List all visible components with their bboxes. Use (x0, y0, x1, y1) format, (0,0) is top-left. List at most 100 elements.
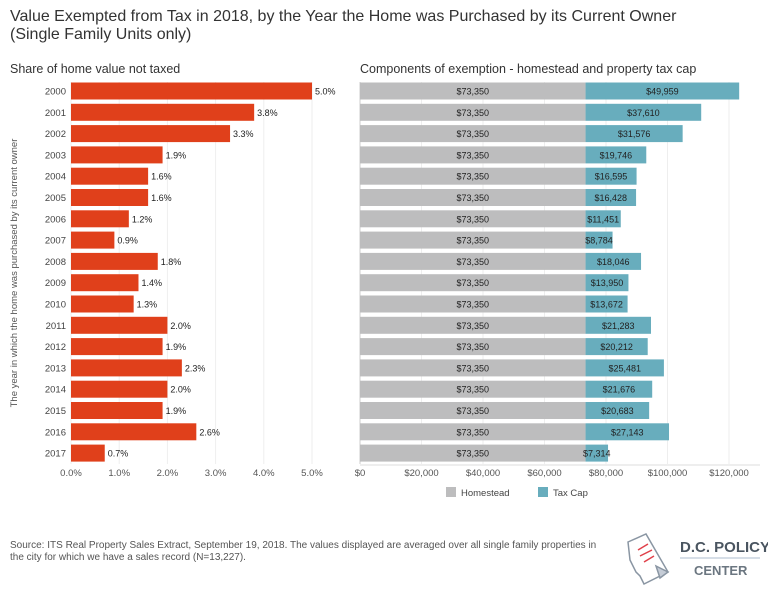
share-data-label: 2.0% (170, 385, 191, 395)
share-bar (71, 189, 149, 206)
taxcap-data-label: $13,672 (590, 300, 623, 310)
title-line-1: Value Exempted from Tax in 2018, by the … (10, 8, 677, 25)
taxcap-data-label: $8,784 (585, 236, 613, 246)
logo-line-2: CENTER (694, 563, 748, 578)
y-tick-label: 2013 (45, 363, 66, 374)
share-data-label: 5.0% (315, 87, 336, 97)
share-bar (71, 423, 197, 441)
share-bar (71, 338, 163, 356)
share-data-label: 1.3% (137, 300, 158, 310)
taxcap-bar (585, 402, 650, 419)
y-tick-label: 2005 (45, 193, 66, 204)
share-bar (71, 167, 149, 185)
homestead-data-label: $73,350 (457, 129, 490, 139)
taxcap-bar (585, 423, 670, 441)
taxcap-data-label: $31,576 (618, 129, 651, 139)
x-tick-label: 2.0% (157, 468, 179, 479)
share-bar (71, 252, 158, 270)
share-bar (71, 274, 139, 292)
taxcap-bar (585, 231, 613, 249)
taxcap-data-label: $25,481 (608, 363, 641, 373)
homestead-bar (360, 146, 586, 164)
homestead-bar (360, 338, 586, 356)
share-bar (71, 402, 163, 419)
homestead-bar (360, 402, 586, 419)
right-chart-title: Components of exemption - homestead and … (360, 62, 697, 76)
x-tick-label: $120,000 (709, 468, 749, 479)
homestead-bar (360, 125, 586, 143)
homestead-data-label: $73,350 (457, 108, 490, 118)
y-tick-label: 2008 (45, 257, 66, 268)
x-tick-label: 4.0% (253, 468, 275, 479)
homestead-data-label: $73,350 (457, 449, 490, 459)
y-tick-label: 2016 (45, 427, 66, 438)
share-data-label: 1.2% (132, 214, 153, 224)
taxcap-bar (585, 125, 683, 143)
share-bar (71, 103, 255, 121)
homestead-data-label: $73,350 (457, 385, 490, 395)
homestead-data-label: $73,350 (457, 236, 490, 246)
homestead-data-label: $73,350 (457, 342, 490, 352)
taxcap-data-label: $37,610 (627, 108, 660, 118)
homestead-bar (360, 359, 586, 377)
taxcap-data-label: $20,683 (601, 406, 634, 416)
share-bar (71, 82, 312, 100)
taxcap-bar (585, 167, 637, 185)
share-bar (71, 316, 168, 334)
y-tick-label: 2003 (45, 150, 66, 161)
taxcap-bar (585, 103, 702, 121)
share-data-label: 2.0% (170, 321, 191, 331)
x-tick-label: $40,000 (466, 468, 500, 479)
y-tick-label: 2004 (45, 172, 66, 183)
y-tick-label: 2000 (45, 87, 66, 98)
x-tick-label: 5.0% (301, 468, 323, 479)
legend-homestead-label: Homestead (461, 488, 510, 499)
legend-homestead-swatch (446, 487, 456, 497)
taxcap-data-label: $49,959 (646, 87, 679, 97)
share-data-label: 3.8% (257, 108, 278, 118)
homestead-data-label: $73,350 (457, 321, 490, 331)
share-data-label: 3.3% (233, 129, 254, 139)
share-bar (71, 359, 182, 377)
homestead-data-label: $73,350 (457, 363, 490, 373)
chart-title: Value Exempted from Tax in 2018, by the … (10, 8, 750, 44)
homestead-bar (360, 82, 586, 100)
y-tick-label: 2012 (45, 342, 66, 353)
taxcap-bar (585, 146, 647, 164)
title-line-2: (Single Family Units only) (10, 26, 192, 43)
y-tick-label: 2001 (45, 108, 66, 119)
homestead-bar (360, 210, 586, 228)
taxcap-bar (585, 380, 653, 398)
taxcap-data-label: $11,451 (587, 214, 619, 224)
y-tick-label: 2017 (45, 449, 66, 460)
share-data-label: 1.9% (166, 342, 187, 352)
taxcap-data-label: $19,746 (600, 150, 633, 160)
share-data-label: 2.6% (199, 427, 220, 437)
share-data-label: 1.8% (161, 257, 182, 267)
homestead-data-label: $73,350 (457, 257, 490, 267)
homestead-bar (360, 316, 586, 334)
homestead-bar (360, 103, 586, 121)
homestead-bar (360, 167, 586, 185)
homestead-bar (360, 444, 586, 462)
homestead-data-label: $73,350 (457, 87, 490, 97)
taxcap-data-label: $16,595 (595, 172, 628, 182)
share-bar (71, 444, 105, 462)
taxcap-bar (585, 444, 609, 462)
x-tick-label: 3.0% (205, 468, 227, 479)
homestead-bar (360, 189, 586, 206)
taxcap-data-label: $20,212 (600, 342, 633, 352)
y-tick-label: 2014 (45, 385, 66, 396)
y-tick-label: 2009 (45, 278, 66, 289)
taxcap-data-label: $21,676 (603, 385, 636, 395)
taxcap-data-label: $27,143 (611, 427, 644, 437)
homestead-bar (360, 380, 586, 398)
taxcap-bar (585, 189, 637, 206)
homestead-data-label: $73,350 (457, 406, 490, 416)
taxcap-data-label: $7,314 (583, 449, 611, 459)
y-tick-label: 2007 (45, 236, 66, 247)
x-tick-label: $60,000 (527, 468, 561, 479)
left-chart-title: Share of home value not taxed (10, 62, 181, 76)
y-axis-label: The year in which the home was purchased… (9, 139, 20, 408)
homestead-data-label: $73,350 (457, 278, 490, 288)
